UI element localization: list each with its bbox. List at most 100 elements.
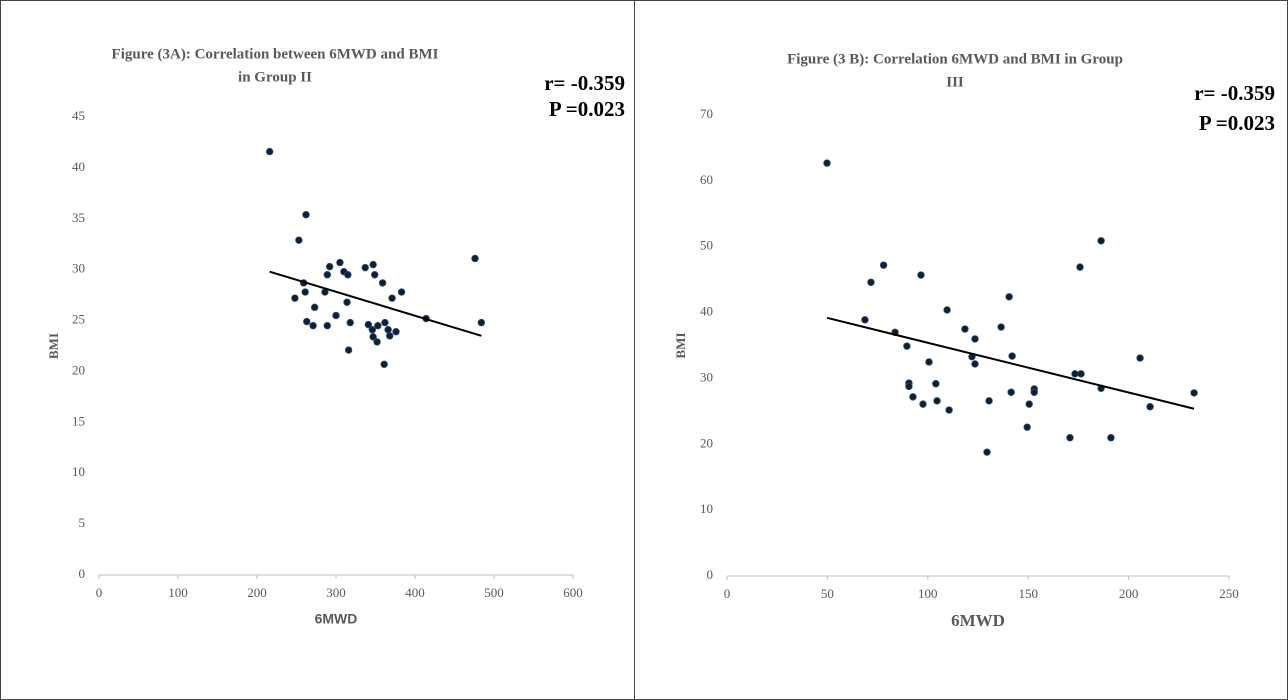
y-tick-label: 10 — [72, 464, 85, 479]
y-tick-label: 20 — [72, 362, 85, 377]
point — [302, 211, 310, 219]
y-tick-label: 15 — [72, 413, 85, 428]
y-tick-label: 30 — [72, 261, 85, 276]
point — [917, 271, 925, 279]
point — [971, 360, 979, 368]
point — [919, 400, 927, 408]
y-tick-label: 50 — [700, 238, 713, 253]
point — [344, 346, 353, 354]
y-tick-label: 40 — [72, 159, 85, 174]
point — [344, 271, 352, 279]
trendline — [826, 316, 1195, 410]
x-tick-label: 300 — [326, 585, 346, 600]
x-tick-label: 200 — [247, 585, 267, 600]
x-tick-label: 0 — [96, 585, 103, 600]
x-tick-label: 0 — [724, 586, 731, 601]
point — [867, 278, 875, 286]
point — [323, 321, 332, 330]
point — [380, 360, 388, 369]
point — [332, 311, 340, 320]
point — [392, 328, 400, 336]
point — [343, 298, 351, 306]
annotation: P =0.023 — [1199, 111, 1275, 135]
x-axis-label: 6MWD — [315, 611, 358, 627]
point — [925, 358, 933, 366]
point — [477, 318, 486, 327]
trendline — [269, 270, 482, 337]
point — [397, 288, 406, 296]
point — [388, 294, 396, 302]
y-tick-label: 35 — [72, 210, 85, 225]
x-tick-label: 100 — [918, 586, 938, 601]
point — [384, 326, 392, 334]
point — [303, 317, 311, 326]
point — [1025, 400, 1033, 408]
point — [909, 393, 917, 401]
point — [309, 321, 317, 330]
point — [1005, 293, 1013, 301]
point — [295, 236, 303, 244]
point — [361, 263, 369, 272]
point — [265, 147, 274, 156]
point — [323, 271, 332, 279]
x-tick-label: 200 — [1119, 586, 1139, 601]
point — [1190, 389, 1198, 397]
point — [1097, 237, 1105, 245]
x-tick-label: 400 — [405, 585, 425, 600]
point — [1077, 370, 1085, 378]
point — [1107, 434, 1115, 442]
point — [301, 288, 309, 296]
point — [1008, 352, 1016, 360]
point — [971, 335, 979, 343]
point — [1076, 263, 1084, 271]
point — [310, 303, 319, 312]
chart-title: Figure (3A): Correlation between 6MWD an… — [112, 46, 439, 62]
annotation: r= -0.359 — [1194, 81, 1275, 105]
y-tick-label: 10 — [700, 501, 713, 516]
point — [1146, 403, 1154, 411]
y-tick-label: 0 — [79, 566, 86, 581]
point — [1066, 434, 1074, 442]
x-axis-label: 6MWD — [951, 611, 1005, 630]
annotation: r= -0.359 — [544, 71, 625, 95]
x-tick-label: 150 — [1018, 586, 1038, 601]
x-tick-label: 100 — [168, 585, 188, 600]
point — [905, 382, 913, 391]
x-tick-label: 600 — [563, 585, 583, 600]
point — [961, 325, 969, 333]
point — [945, 406, 953, 414]
annotation: P =0.023 — [549, 97, 625, 121]
point — [903, 342, 911, 350]
y-tick-label: 25 — [72, 312, 85, 327]
y-tick-label: 20 — [700, 435, 713, 450]
point — [371, 271, 379, 279]
point — [861, 316, 869, 324]
x-tick-label: 50 — [821, 586, 834, 601]
point — [381, 318, 389, 327]
point — [943, 306, 951, 314]
point — [997, 323, 1005, 331]
y-axis-label: BMI — [46, 333, 61, 359]
point — [325, 262, 334, 271]
point — [373, 338, 381, 346]
point — [369, 260, 377, 269]
chart-title: in Group II — [238, 69, 312, 85]
point — [368, 326, 377, 334]
point — [346, 318, 354, 327]
point — [983, 448, 991, 456]
x-tick-label: 250 — [1219, 586, 1239, 601]
point — [471, 254, 479, 263]
y-axis-label: BMI — [673, 333, 688, 359]
point — [369, 333, 377, 341]
point — [378, 279, 387, 287]
y-tick-label: 5 — [79, 515, 86, 530]
point — [386, 332, 394, 340]
point — [291, 294, 299, 302]
y-tick-label: 70 — [700, 106, 713, 121]
point — [336, 258, 344, 267]
point — [933, 397, 941, 405]
y-tick-label: 0 — [707, 567, 714, 582]
point — [1136, 354, 1144, 362]
